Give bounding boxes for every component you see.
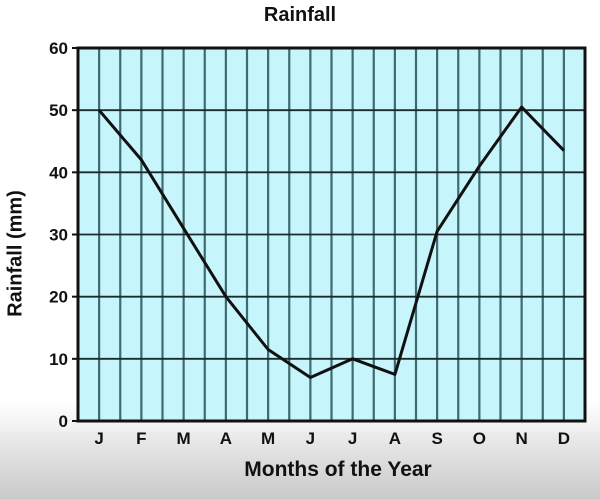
plot-border: [76, 46, 587, 423]
rainfall-line: [97, 105, 565, 379]
x-tick-label: D: [558, 429, 570, 448]
y-axis-ticks: 0 10 20 30 40 50 60: [49, 39, 78, 431]
x-tick-label: J: [348, 429, 357, 448]
x-tick-label: M: [177, 429, 191, 448]
x-tick-label: A: [389, 429, 401, 448]
x-tick-label: J: [306, 429, 315, 448]
x-tick-label: O: [473, 429, 486, 448]
x-tick-label: S: [431, 429, 442, 448]
y-tick-label: 40: [49, 163, 68, 182]
x-axis-label: Months of the Year: [244, 458, 432, 481]
y-tick-label: 30: [49, 226, 68, 245]
x-tick-label: F: [136, 429, 146, 448]
chart-title: Rainfall: [263, 4, 337, 26]
y-tick-label: 0: [59, 412, 68, 431]
x-tick-label: M: [261, 429, 275, 448]
x-tick-label: N: [515, 429, 527, 448]
background-band: [0, 432, 600, 499]
y-tick-label: 50: [49, 101, 68, 120]
x-tick-label: A: [220, 429, 232, 448]
x-tick-label: J: [94, 429, 103, 448]
horizontal-gridlines: [78, 109, 585, 360]
y-tick-label: 60: [49, 39, 68, 58]
y-tick-label: 10: [49, 350, 68, 369]
y-tick-label: 20: [49, 288, 68, 307]
